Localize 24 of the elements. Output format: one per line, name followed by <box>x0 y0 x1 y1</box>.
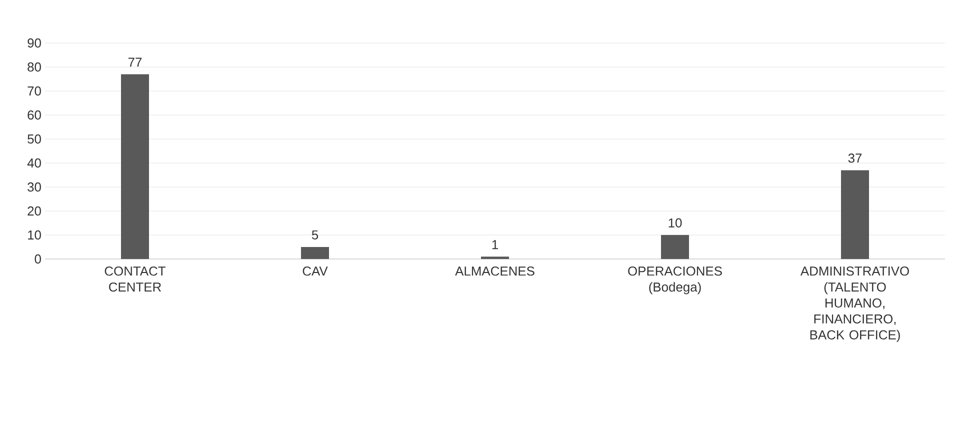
y-tick-label: 20 <box>28 206 41 216</box>
x-tick-label: CAV <box>302 266 328 276</box>
y-tick-label: 80 <box>28 62 41 72</box>
y-tick-label: 90 <box>28 38 41 48</box>
y-tick-label: 70 <box>28 86 41 96</box>
x-tick-label: ADMINISTRATIVO (TALENTO HUMANO, FINANCIERO, BACK OFFICE) <box>800 266 909 342</box>
bar <box>121 74 149 259</box>
y-tick-label: 10 <box>28 230 41 240</box>
bar <box>661 235 690 259</box>
data-label: 37 <box>848 154 862 163</box>
y-tick-label: 0 <box>34 254 41 264</box>
bar <box>301 247 330 259</box>
x-tick-label: OPERACIONES (Bodega) <box>628 266 722 294</box>
x-tick-label: ALMACENES <box>455 266 534 276</box>
bar <box>841 170 870 259</box>
y-tick-label: 40 <box>27 158 41 168</box>
x-tick-label: CONTACT CENTER <box>104 266 166 292</box>
y-tick-label: 60 <box>28 110 41 120</box>
data-label: 77 <box>128 58 142 67</box>
y-tick-label: 50 <box>28 134 41 144</box>
data-label: 5 <box>312 230 318 240</box>
data-label: 10 <box>668 218 682 228</box>
y-tick-label: 30 <box>28 182 41 192</box>
data-label: 1 <box>492 240 498 250</box>
